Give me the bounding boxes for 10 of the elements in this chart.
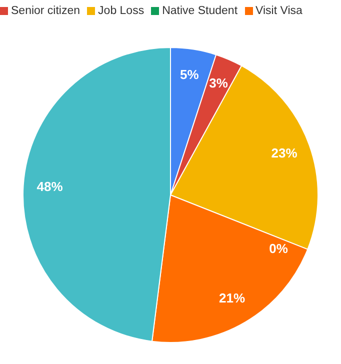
data-label: 23% <box>271 146 298 161</box>
data-label: 3% <box>209 76 228 91</box>
legend-label: Native Student <box>162 5 238 17</box>
legend-label: Visit Visa <box>256 5 302 17</box>
legend-label: Job Loss <box>98 5 144 17</box>
data-label: 5% <box>180 67 200 82</box>
data-label: 21% <box>219 290 246 306</box>
legend-label: Senior citizen <box>11 5 80 17</box>
data-label: 48% <box>36 178 64 194</box>
text: 0% <box>269 241 288 256</box>
